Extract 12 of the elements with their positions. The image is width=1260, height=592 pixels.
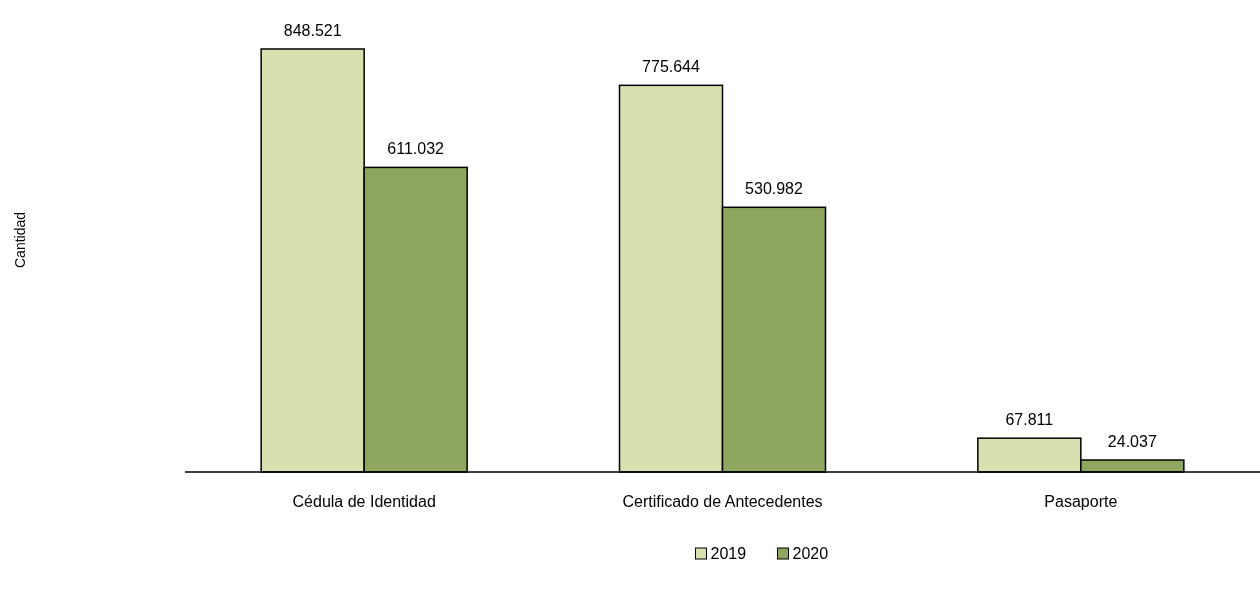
legend-label: 2019 — [710, 545, 747, 562]
data-label: 848.521 — [283, 22, 342, 39]
data-label: 24.037 — [1107, 433, 1157, 451]
data-label: 775.644 — [642, 58, 701, 76]
data-label: 67.811 — [1005, 411, 1054, 429]
x-tick-label: Pasaporte — [1044, 493, 1118, 510]
data-label: 530.982 — [745, 180, 804, 198]
x-tick-label: Certificado de Antecedentes — [622, 493, 823, 510]
data-label: 611.032 — [387, 140, 445, 158]
x-tick-label: Cédula de Identidad — [292, 493, 436, 510]
legend-label: 2020 — [792, 545, 829, 562]
text: Cantidad — [12, 211, 28, 269]
